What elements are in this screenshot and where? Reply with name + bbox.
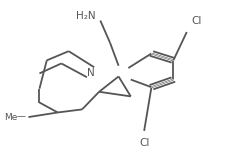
Text: Me: Me — [4, 113, 17, 122]
Text: Cl: Cl — [192, 16, 202, 26]
Text: H₂N: H₂N — [76, 11, 95, 21]
Text: N: N — [87, 68, 94, 78]
Text: —: — — [16, 113, 25, 122]
Text: Cl: Cl — [139, 138, 149, 148]
